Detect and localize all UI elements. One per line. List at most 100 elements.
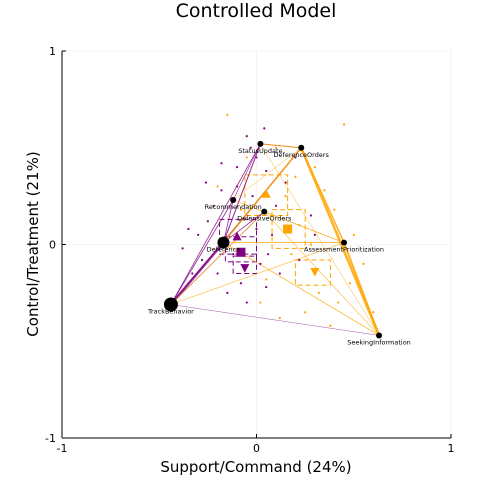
orange-point-0: [226, 113, 229, 116]
orange-box-2: [294, 259, 331, 286]
node-label-2: Recommendation: [205, 203, 262, 211]
node-6: [163, 297, 178, 312]
orange-point-1: [342, 123, 346, 126]
orange-point-10: [278, 316, 281, 320]
orange-edge-2: [300, 147, 345, 243]
purple-point-6: [206, 220, 209, 223]
node-label-0: StatusUpdate: [238, 147, 282, 155]
orange-edge-12: [233, 147, 302, 201]
orange-edge-8: [170, 211, 265, 305]
purple-point-29: [278, 272, 281, 275]
chart-title: Controlled Model: [176, 0, 337, 22]
purple-edge-1: [170, 143, 261, 305]
purple-point-23: [235, 185, 239, 188]
purple-centroid-triangle-down: [240, 264, 250, 273]
purple-point-22: [313, 233, 316, 236]
purple-point-32: [298, 258, 301, 262]
orange-edge-3: [260, 143, 302, 149]
purple-point-31: [191, 272, 194, 275]
purple-point-24: [239, 282, 243, 285]
y-tick-label: 0: [49, 239, 56, 252]
axes: -1 0 1 -1 0 1: [45, 45, 454, 455]
purple-edge-7: [223, 199, 234, 243]
purple-point-15: [265, 285, 268, 289]
orange-centroid-triangle-down: [310, 267, 320, 277]
purple-point-34: [263, 127, 266, 130]
purple-point-20: [294, 156, 297, 159]
node-3: [261, 208, 268, 215]
purple-point-25: [232, 253, 235, 256]
purple-point-4: [265, 169, 268, 173]
purple-point-1: [255, 156, 258, 159]
orange-point-3: [323, 189, 326, 192]
purple-point-10: [181, 247, 184, 250]
orange-point-18: [216, 185, 219, 188]
purple-centroid-square: [236, 247, 246, 257]
y-axis-label: Control/Treatment (21%): [24, 151, 42, 336]
node-2: [230, 196, 237, 203]
orange-point-2: [294, 175, 297, 178]
purple-edge-2: [170, 199, 234, 305]
node-4: [217, 236, 230, 249]
node-0: [257, 140, 264, 147]
node-label-5: AssessmentPrioritization: [304, 246, 384, 254]
purple-point-2: [235, 166, 239, 169]
orange-point-23: [372, 311, 375, 314]
purple-point-11: [200, 258, 204, 262]
purple-point-30: [204, 181, 208, 184]
orange-point-4: [333, 208, 336, 211]
x-axis-label: Support/Command (24%): [160, 458, 351, 476]
purple-point-17: [270, 233, 274, 236]
y-tick-label: -1: [45, 432, 56, 445]
purple-point-8: [197, 233, 200, 236]
orange-edge-1: [343, 242, 380, 336]
purple-edge-8: [223, 211, 265, 243]
group-centroids: [232, 189, 320, 277]
orange-point-14: [245, 156, 248, 159]
node-label-4: Deference: [207, 246, 241, 254]
purple-point-14: [245, 301, 248, 304]
orange-point-21: [284, 195, 287, 198]
orange-point-9: [304, 311, 307, 314]
orange-point-22: [265, 278, 268, 281]
orange-centroid-square: [283, 224, 293, 234]
orange-point-13: [313, 166, 316, 169]
orange-point-20: [317, 291, 320, 294]
x-tick-label: 1: [448, 442, 455, 455]
purple-point-33: [220, 162, 223, 165]
y-tick-label: 1: [49, 45, 56, 58]
orange-point-24: [298, 224, 301, 227]
orange-edge-6: [223, 242, 380, 336]
x-tick-label: -1: [57, 442, 68, 455]
node-5: [341, 239, 348, 246]
purple-edge-11: [170, 304, 380, 336]
purple-point-5: [212, 204, 215, 207]
purple-point-16: [259, 262, 262, 265]
purple-point-21: [309, 214, 313, 217]
orange-point-17: [239, 208, 243, 211]
purple-point-19: [284, 181, 287, 184]
orange-point-8: [329, 324, 332, 327]
purple-point-0: [245, 135, 248, 138]
purple-point-13: [226, 291, 229, 294]
purple-point-3: [249, 146, 252, 149]
purple-point-12: [216, 272, 219, 275]
purple-box-1: [224, 236, 258, 263]
purple-edge-10: [232, 143, 261, 201]
orange-edge-0: [300, 147, 381, 336]
orange-edge-4: [222, 147, 302, 244]
node-7: [376, 332, 383, 339]
network-edges: [169, 143, 381, 336]
purple-point-26: [255, 227, 258, 231]
orange-point-12: [274, 146, 278, 149]
node-label-3: DefensiveOrders: [237, 215, 292, 223]
orange-edge-11: [260, 143, 380, 336]
orange-point-7: [337, 301, 340, 304]
purple-centroid-triangle-up: [232, 231, 242, 241]
orange-point-6: [362, 262, 365, 265]
orange-box-0: [244, 174, 289, 216]
purple-point-9: [187, 227, 190, 231]
node-label-6: TrackBehavior: [147, 307, 194, 315]
purple-point-7: [220, 189, 223, 192]
